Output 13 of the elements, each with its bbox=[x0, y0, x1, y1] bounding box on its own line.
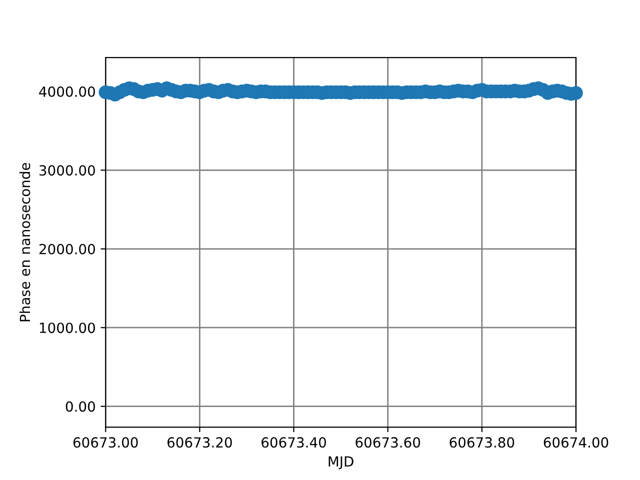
x-tick-label: 60673.00 bbox=[73, 437, 138, 448]
x-tick-label: 60674.00 bbox=[544, 437, 608, 448]
y-axis-title: Phase en nanoseconde bbox=[19, 162, 30, 322]
x-tick-label: 60673.20 bbox=[168, 437, 232, 448]
y-tick-label: 0.00 bbox=[66, 401, 95, 412]
x-tick-label: 60673.40 bbox=[262, 437, 326, 448]
y-tick-label: 4000.00 bbox=[39, 86, 95, 97]
x-tick-label: 60673.80 bbox=[450, 437, 514, 448]
y-tick-label: 2000.00 bbox=[39, 244, 95, 254]
y-tick-label: 3000.00 bbox=[40, 165, 95, 176]
x-tick-label: 60673.60 bbox=[356, 437, 420, 448]
x-axis-title: MJD bbox=[328, 456, 354, 470]
y-tick-label: 1000.00 bbox=[40, 322, 95, 334]
